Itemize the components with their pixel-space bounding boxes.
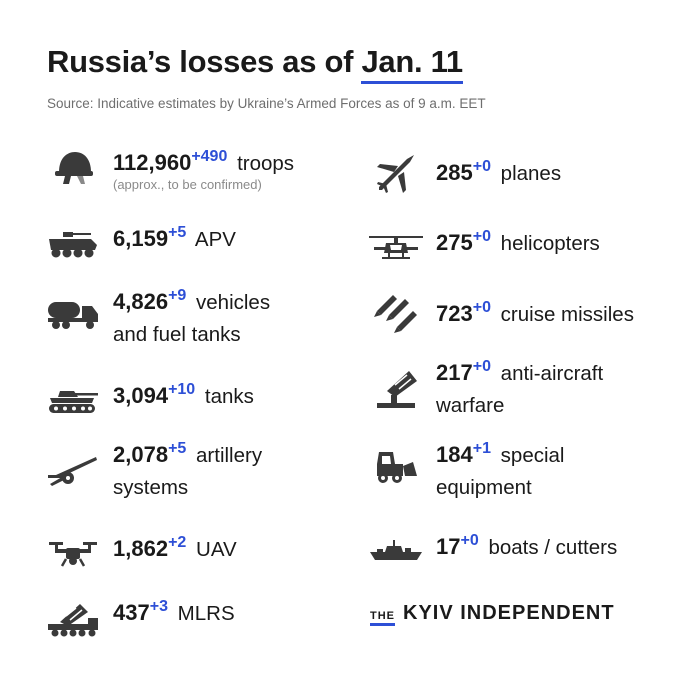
uav-delta: +2 [168,534,187,551]
stat-troops: 112,960+490 troops (approx., to be confi… [45,148,294,192]
helicopters-delta: +0 [472,228,491,245]
vehicles-label: vehicles [196,291,271,314]
stat-boats: 17+0 boats / cutters [368,532,617,572]
page-title: Russia’s losses as of Jan. 11 [47,44,464,84]
tanks-delta: +10 [168,381,196,398]
apv-value: 6,159 [113,226,169,251]
artillery-delta: +5 [168,440,187,457]
troops-delta: +490 [191,148,228,165]
artillery-icon [45,450,101,490]
vehicles-value: 4,826 [113,289,169,314]
stat-planes: 285+0 planes [368,152,561,196]
helicopters-value: 275 [436,230,473,255]
helicopter-icon [368,228,424,268]
uav-value: 1,862 [113,536,169,561]
helmet-icon [45,148,101,188]
stat-cruise-missiles: 723+0 cruise missiles [368,293,634,337]
stat-helicopters: 275+0 helicopters [368,228,600,268]
special-delta: +1 [472,440,491,457]
artillery-label-2: systems [113,476,189,499]
planes-delta: +0 [472,158,491,175]
anti-aircraft-value: 217 [436,360,473,385]
fuel-truck-icon [45,294,101,334]
missiles-label: cruise missiles [500,303,634,326]
mlrs-value: 437 [113,600,150,625]
anti-aircraft-delta: +0 [472,358,491,375]
helicopters-label: helicopters [500,232,600,255]
vehicles-label-2: and fuel tanks [113,323,241,346]
boats-delta: +0 [460,532,479,549]
mlrs-icon [45,600,101,640]
special-label: special [500,444,565,467]
title-main: Russia’s losses as of [47,44,354,79]
loader-icon [368,444,424,488]
mlrs-label: MLRS [177,602,235,625]
troops-value: 112,960 [113,150,192,175]
anti-aircraft-icon [368,364,424,414]
special-value: 184 [436,442,473,467]
ship-icon [368,532,424,572]
anti-aircraft-label: anti-aircraft [500,362,604,385]
tanks-value: 3,094 [113,383,169,408]
stat-artillery: 2,078+5 artillery systems [45,440,262,503]
source-note: Source: Indicative estimates by Ukraine’… [47,96,486,111]
uav-label: UAV [196,538,237,561]
plane-icon [368,152,424,196]
apv-icon [45,224,101,264]
anti-aircraft-label-2: warfare [436,394,505,417]
tanks-label: tanks [204,385,254,408]
apv-label: APV [194,228,236,251]
stat-uav: 1,862+2 UAV [45,534,237,574]
missiles-delta: +0 [472,299,491,316]
title-date: Jan. 11 [361,44,464,84]
missiles-value: 723 [436,301,473,326]
apv-delta: +5 [168,224,187,241]
artillery-label: artillery [196,444,263,467]
boats-value: 17 [436,534,461,559]
missiles-icon [368,293,424,337]
vehicles-delta: +9 [168,287,187,304]
stat-mlrs: 437+3 MLRS [45,598,235,640]
stat-special-equipment: 184+1 special equipment [368,440,564,503]
troops-label: troops [237,152,295,175]
drone-icon [45,534,101,574]
stat-apv: 6,159+5 APV [45,224,236,264]
tank-icon [45,381,101,421]
boats-label: boats / cutters [488,536,618,559]
planes-value: 285 [436,160,473,185]
brand-name: KYIV INDEPENDENT [403,602,615,624]
stat-tanks: 3,094+10 tanks [45,381,254,421]
stat-anti-aircraft: 217+0 anti-aircraft warfare [368,358,603,421]
troops-note: (approx., to be confirmed) [113,177,262,192]
stat-vehicles: 4,826+9 vehicles and fuel tanks [45,287,270,350]
special-label-2: equipment [436,476,532,499]
brand-the: THE [370,610,395,626]
planes-label: planes [500,162,562,185]
artillery-value: 2,078 [113,442,169,467]
mlrs-delta: +3 [149,598,168,615]
brand-logo: THE KYIV INDEPENDENT [370,602,615,626]
